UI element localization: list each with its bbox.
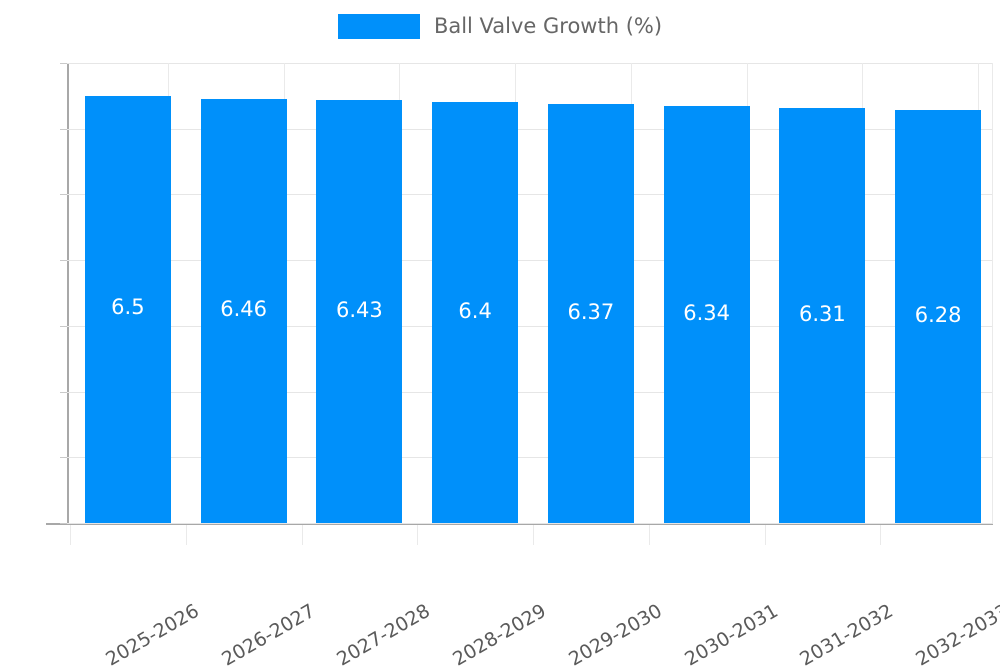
y-axis-line bbox=[67, 63, 69, 524]
y-tick-mark bbox=[60, 523, 67, 524]
x-tick-label: 2028-2029 bbox=[449, 599, 551, 671]
gridline-vertical bbox=[992, 63, 993, 523]
gridline-horizontal bbox=[67, 523, 993, 524]
x-tick-label: 2025-2026 bbox=[102, 599, 203, 671]
bar[interactable]: 6.34 bbox=[663, 106, 750, 523]
y-tick-mark bbox=[60, 391, 67, 393]
gridline-horizontal bbox=[67, 457, 993, 459]
x-axis-line bbox=[46, 523, 993, 525]
bar-value-label: 6.37 bbox=[567, 299, 615, 324]
x-tick-mark bbox=[533, 525, 534, 545]
x-tick-mark bbox=[648, 525, 650, 545]
legend-item-ball-valve-growth[interactable]: Ball Valve Growth (%) bbox=[337, 14, 663, 39]
y-tick-mark bbox=[60, 457, 67, 459]
bar-value-label: 6.31 bbox=[798, 301, 846, 326]
gridline-horizontal bbox=[67, 194, 993, 196]
plot-area: 6.5 6.46 6.43 6.4 6.37 6.34 6.31 6.28 bbox=[60, 63, 993, 524]
bar[interactable]: 6.4 bbox=[432, 102, 519, 523]
gridline-horizontal bbox=[67, 260, 993, 262]
x-tick-mark bbox=[417, 525, 419, 545]
bar[interactable]: 6.43 bbox=[316, 100, 403, 523]
bar-value-label: 6.5 bbox=[111, 295, 145, 320]
bar-value-label: 6.34 bbox=[683, 300, 730, 325]
bar-value-label: 6.43 bbox=[335, 297, 383, 322]
x-tick-mark bbox=[185, 525, 187, 545]
gridline-horizontal bbox=[67, 325, 993, 327]
bar[interactable]: 6.5 bbox=[84, 95, 171, 523]
bar-value-label: 6.28 bbox=[914, 302, 962, 327]
x-tick-label: 2027-2028 bbox=[333, 599, 435, 671]
bar-value-label: 6.46 bbox=[220, 296, 267, 321]
bar[interactable]: 6.46 bbox=[200, 98, 287, 523]
y-tick-mark bbox=[60, 194, 67, 196]
gridline-horizontal bbox=[67, 391, 993, 393]
gridline-horizontal bbox=[67, 63, 993, 64]
gridline-horizontal bbox=[67, 128, 993, 130]
bar-value-label: 6.4 bbox=[458, 298, 492, 323]
y-tick-mark bbox=[60, 63, 67, 64]
chart-legend: Ball Valve Growth (%) bbox=[0, 14, 1000, 39]
x-tick-label: 2031-2032 bbox=[796, 599, 898, 671]
x-tick-mark bbox=[70, 525, 71, 545]
x-tick-label: 2030-2031 bbox=[680, 599, 782, 671]
x-tick-mark bbox=[764, 525, 766, 545]
y-tick-mark bbox=[60, 325, 67, 327]
legend-label: Ball Valve Growth (%) bbox=[433, 14, 663, 38]
bar[interactable]: 6.37 bbox=[547, 104, 634, 523]
x-tick-label: 2026-2027 bbox=[217, 599, 319, 671]
x-tick-mark bbox=[301, 525, 303, 545]
legend-color-swatch bbox=[337, 14, 420, 39]
bar[interactable]: 6.31 bbox=[779, 108, 866, 523]
x-tick-label: 2032-2033 bbox=[912, 599, 1000, 671]
bar[interactable]: 6.28 bbox=[895, 110, 982, 523]
x-tick-mark bbox=[880, 525, 882, 545]
y-tick-mark bbox=[60, 260, 67, 262]
bar-chart: Ball Valve Growth (%) 6.5 6.46 6.43 6.4 6.37… bbox=[0, 14, 1000, 671]
x-tick-label: 2029-2030 bbox=[565, 599, 666, 671]
y-tick-mark bbox=[60, 128, 67, 130]
